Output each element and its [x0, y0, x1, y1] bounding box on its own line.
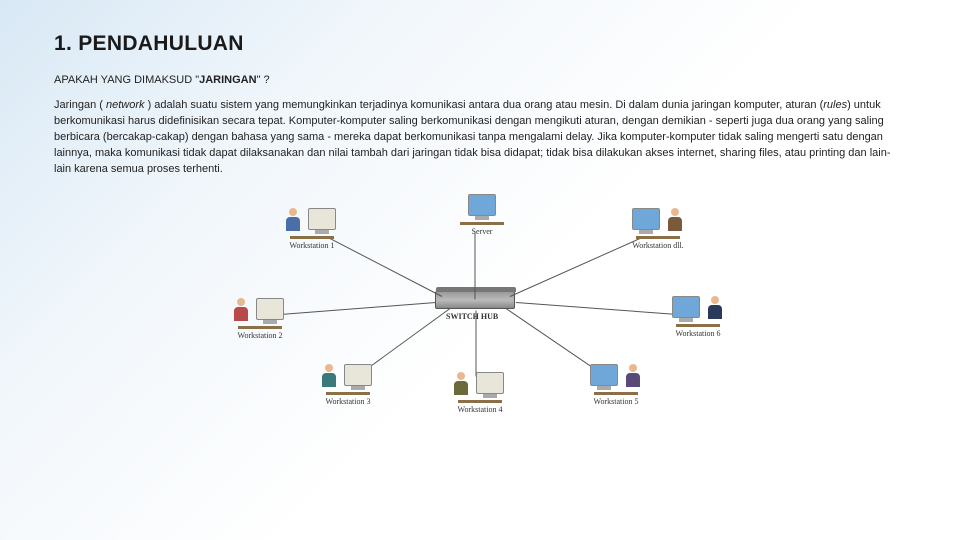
network-diagram: SWITCH HUB Server Workstation 1 Workstatio… [210, 186, 750, 416]
node-label: Server [452, 227, 512, 236]
workstation-node: Workstation 3 [318, 364, 378, 406]
person-icon [706, 296, 724, 320]
person-icon [320, 364, 338, 388]
desk-icon [458, 400, 502, 403]
workstation-node: Workstation 4 [450, 372, 510, 414]
body-italic-2: rules [823, 99, 847, 111]
monitor-icon [256, 298, 284, 320]
page-title: 1. PENDAHULUAN [54, 32, 906, 56]
desk-icon [636, 236, 680, 239]
monitor-icon [672, 296, 700, 318]
person-icon [452, 372, 470, 396]
body-italic-1: network [106, 99, 145, 111]
body-paragraph: Jaringan ( network ) adalah suatu sistem… [54, 98, 906, 178]
monitor-icon [468, 194, 496, 216]
switch-hub-label: SWITCH HUB [446, 312, 498, 321]
workstation-node: Workstation 5 [586, 364, 646, 406]
subtitle: APAKAH YANG DIMAKSUD "JARINGAN" ? [54, 74, 906, 86]
desk-icon [594, 392, 638, 395]
server-node: Server [452, 194, 512, 236]
workstation-node: Workstation dll. [628, 208, 688, 250]
subtitle-prefix: APAKAH YANG DIMAKSUD " [54, 74, 199, 86]
body-a: Jaringan ( [54, 99, 106, 111]
person-icon [284, 208, 302, 232]
desk-icon [676, 324, 720, 327]
node-label: Workstation 5 [586, 397, 646, 406]
subtitle-suffix: " ? [257, 74, 270, 86]
monitor-icon [632, 208, 660, 230]
node-label: Workstation 2 [230, 331, 290, 340]
node-label: Workstation 1 [282, 241, 342, 250]
workstation-node: Workstation 1 [282, 208, 342, 250]
node-label: Workstation dll. [628, 241, 688, 250]
network-wire [280, 302, 436, 315]
monitor-icon [344, 364, 372, 386]
node-label: Workstation 3 [318, 397, 378, 406]
workstation-node: Workstation 6 [668, 296, 728, 338]
desk-icon [326, 392, 370, 395]
monitor-icon [476, 372, 504, 394]
network-wire [475, 232, 476, 299]
workstation-node: Workstation 2 [230, 298, 290, 340]
body-b: ) adalah suatu sistem yang memungkinkan … [145, 99, 824, 111]
network-wire [516, 302, 678, 315]
network-wire [510, 238, 640, 297]
desk-icon [460, 222, 504, 225]
monitor-icon [590, 364, 618, 386]
person-icon [624, 364, 642, 388]
person-icon [666, 208, 684, 232]
node-label: Workstation 4 [450, 405, 510, 414]
person-icon [232, 298, 250, 322]
monitor-icon [308, 208, 336, 230]
desk-icon [238, 326, 282, 329]
network-wire [330, 238, 442, 297]
network-wire [476, 310, 477, 376]
node-label: Workstation 6 [668, 329, 728, 338]
subtitle-bold: JARINGAN [199, 74, 256, 86]
desk-icon [290, 236, 334, 239]
